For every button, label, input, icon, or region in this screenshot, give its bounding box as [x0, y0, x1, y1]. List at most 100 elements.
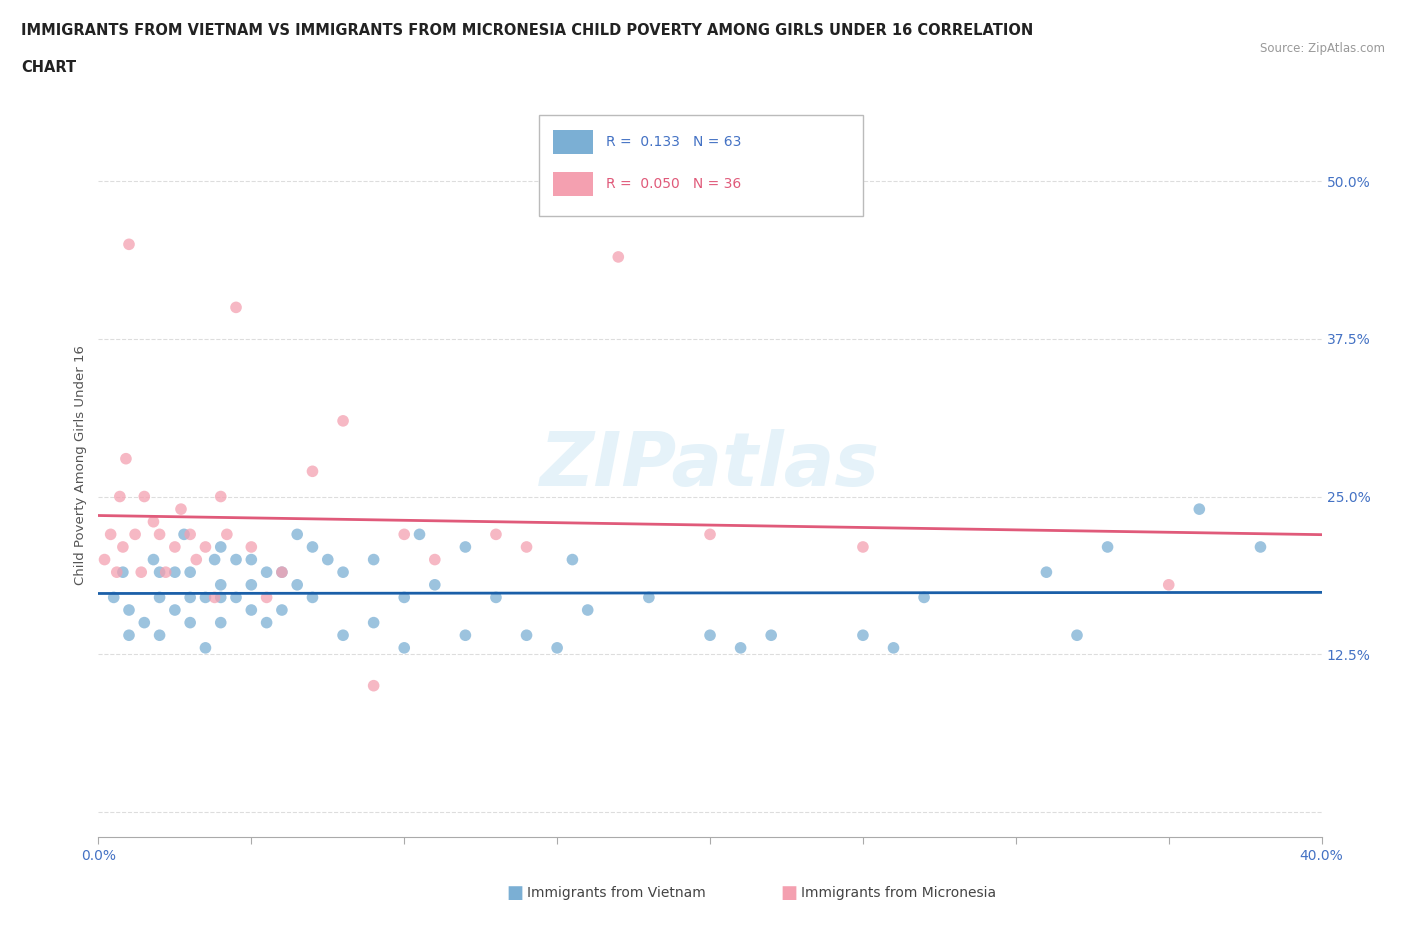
Point: [225, 590, 247, 604]
Point: [179, 527, 201, 542]
Point: [179, 565, 201, 579]
Point: [301, 590, 323, 604]
Point: [204, 590, 226, 604]
Point: [516, 628, 538, 643]
FancyBboxPatch shape: [538, 115, 863, 216]
Point: [225, 552, 247, 567]
Point: [454, 539, 477, 554]
Point: [115, 451, 138, 466]
Point: [170, 501, 193, 516]
Point: [332, 628, 354, 643]
Point: [111, 565, 134, 579]
Point: [134, 489, 156, 504]
Point: [392, 590, 416, 604]
Point: [699, 527, 721, 542]
Point: [332, 414, 354, 429]
Point: [240, 539, 263, 554]
Point: [423, 578, 446, 592]
Point: [1066, 628, 1088, 643]
Point: [209, 615, 232, 630]
Point: [103, 590, 125, 604]
Point: [576, 603, 599, 618]
Point: [852, 539, 875, 554]
Point: [163, 565, 186, 579]
Point: [1035, 565, 1057, 579]
Point: [1097, 539, 1119, 554]
Point: [149, 628, 172, 643]
Text: R =  0.050   N = 36: R = 0.050 N = 36: [606, 177, 741, 191]
Point: [108, 489, 131, 504]
Text: IMMIGRANTS FROM VIETNAM VS IMMIGRANTS FROM MICRONESIA CHILD POVERTY AMONG GIRLS : IMMIGRANTS FROM VIETNAM VS IMMIGRANTS FR…: [21, 23, 1033, 38]
Point: [637, 590, 661, 604]
Point: [852, 628, 875, 643]
Point: [730, 641, 752, 656]
Point: [118, 628, 141, 643]
Point: [363, 615, 385, 630]
Point: [111, 539, 134, 554]
Point: [142, 514, 165, 529]
Point: [194, 590, 217, 604]
Point: [163, 539, 186, 554]
Point: [316, 552, 339, 567]
Point: [256, 615, 278, 630]
Point: [149, 527, 172, 542]
Point: [1249, 539, 1271, 554]
Point: [301, 464, 323, 479]
Point: [240, 552, 263, 567]
Point: [256, 565, 278, 579]
Point: [408, 527, 430, 542]
Text: ■: ■: [506, 884, 523, 902]
Point: [285, 578, 308, 592]
Point: [215, 527, 238, 542]
Point: [100, 527, 122, 542]
Point: [301, 539, 323, 554]
Point: [607, 249, 630, 264]
Point: [912, 590, 935, 604]
Point: [332, 565, 354, 579]
Point: [240, 603, 263, 618]
Point: [149, 565, 172, 579]
Point: [118, 237, 141, 252]
Point: [129, 565, 152, 579]
Point: [142, 552, 165, 567]
Point: [186, 552, 208, 567]
Point: [194, 641, 217, 656]
Point: [105, 565, 128, 579]
Text: CHART: CHART: [21, 60, 76, 75]
Point: [179, 615, 201, 630]
Point: [1188, 501, 1211, 516]
Text: Immigrants from Micronesia: Immigrants from Micronesia: [801, 885, 997, 900]
Point: [883, 641, 905, 656]
Point: [209, 590, 232, 604]
Point: [485, 590, 508, 604]
Point: [561, 552, 583, 567]
Point: [270, 565, 292, 579]
FancyBboxPatch shape: [554, 172, 592, 195]
Point: [485, 527, 508, 542]
Point: [93, 552, 115, 567]
Point: [209, 489, 232, 504]
Point: [149, 590, 172, 604]
Point: [454, 628, 477, 643]
Text: R =  0.133   N = 63: R = 0.133 N = 63: [606, 135, 741, 149]
Point: [363, 678, 385, 693]
Text: Immigrants from Vietnam: Immigrants from Vietnam: [527, 885, 706, 900]
Point: [179, 590, 201, 604]
Point: [194, 539, 217, 554]
Y-axis label: Child Poverty Among Girls Under 16: Child Poverty Among Girls Under 16: [75, 345, 87, 585]
Point: [1157, 578, 1180, 592]
Point: [124, 527, 146, 542]
Point: [270, 603, 292, 618]
Point: [209, 578, 232, 592]
Point: [163, 603, 186, 618]
Point: [392, 527, 416, 542]
Point: [546, 641, 568, 656]
Point: [270, 565, 292, 579]
Point: [516, 539, 538, 554]
Point: [699, 628, 721, 643]
Point: [118, 603, 141, 618]
Point: [392, 641, 416, 656]
FancyBboxPatch shape: [554, 130, 592, 154]
Point: [256, 590, 278, 604]
Point: [363, 552, 385, 567]
